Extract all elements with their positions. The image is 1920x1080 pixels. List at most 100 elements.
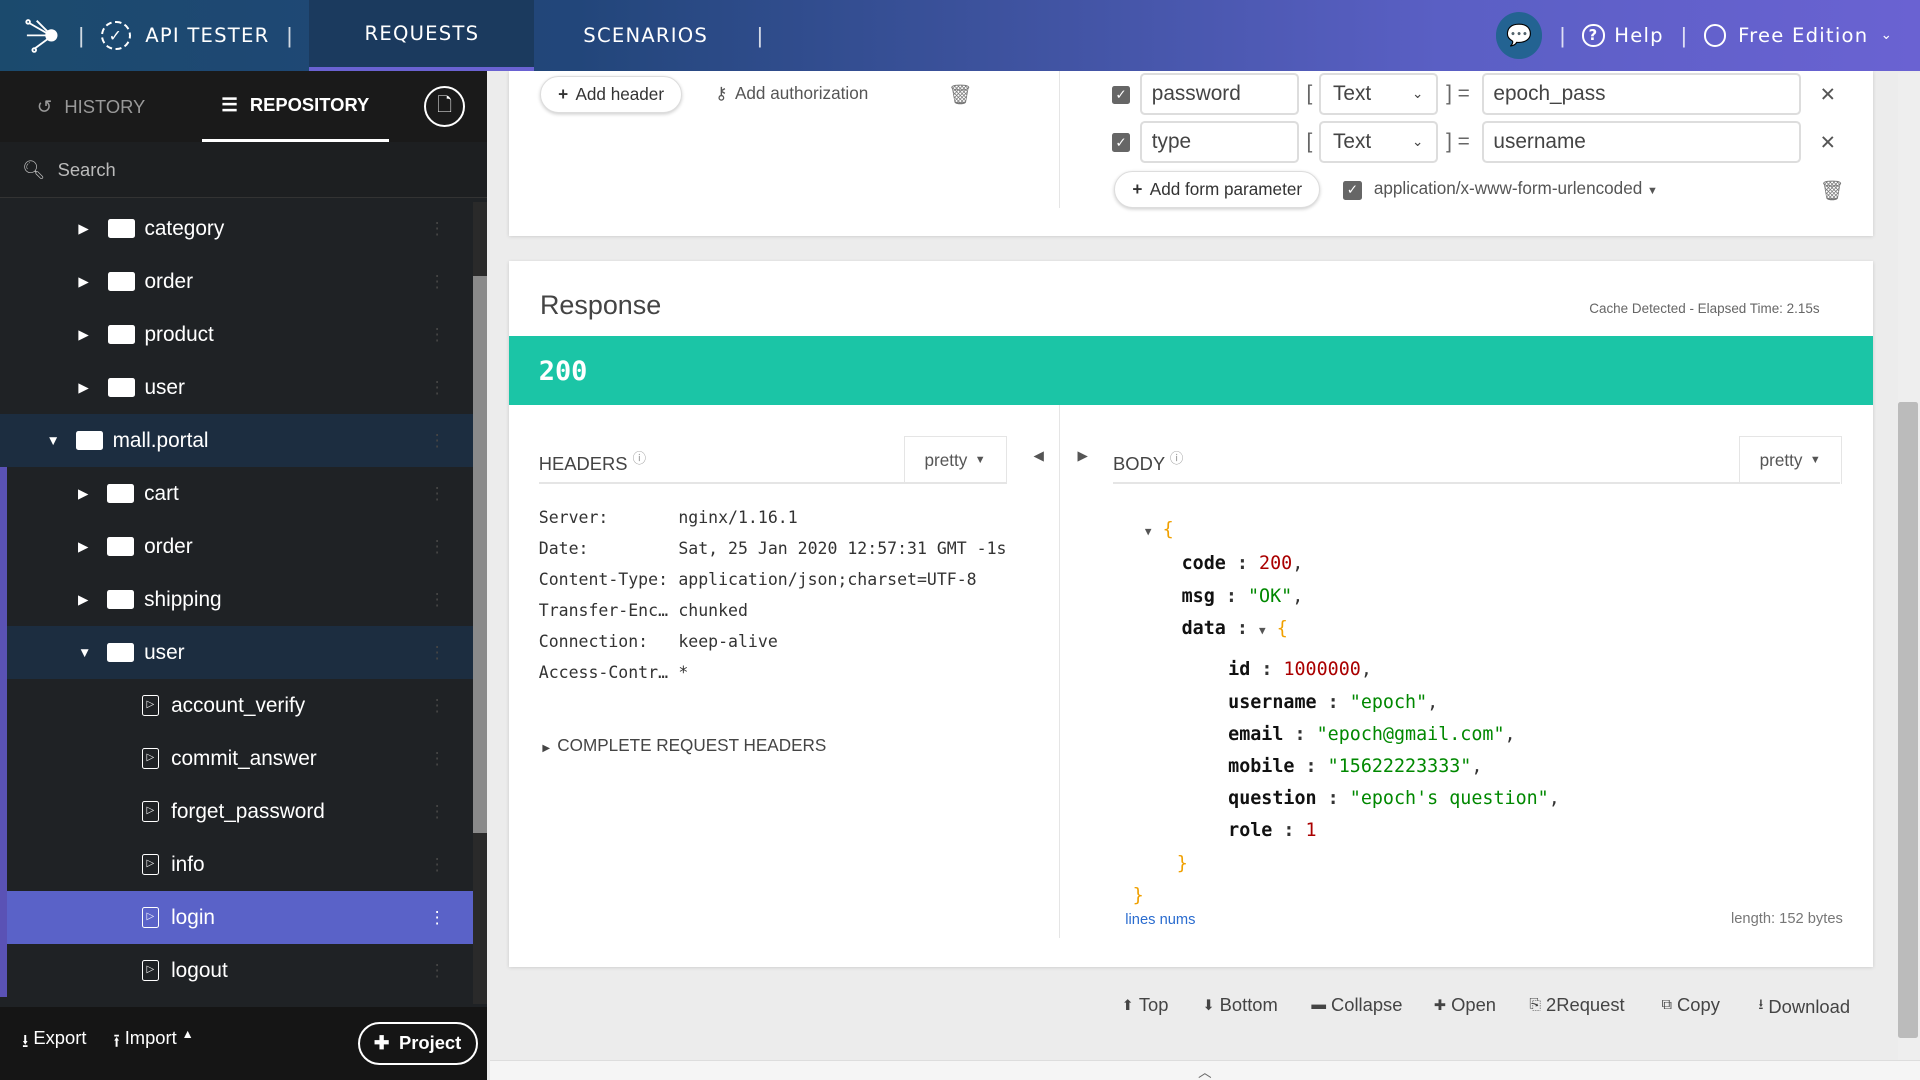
content-type-select[interactable]: application/x-www-form-urlencoded ▼ <box>1373 177 1658 198</box>
main-scrollbar[interactable] <box>1897 73 1920 1061</box>
content-type-checkbox[interactable]: ✓ <box>1343 181 1362 200</box>
add-header-button[interactable]: + Add header <box>539 75 683 113</box>
api-tester-title[interactable]: ✓ API TESTER <box>101 0 269 71</box>
collapse-caret-icon[interactable]: ▼ <box>1144 525 1152 539</box>
more-icon[interactable]: ⋮ <box>428 854 446 875</box>
file-icon: ▷ <box>141 801 159 823</box>
copy-button[interactable]: ⧉ Copy <box>1661 994 1720 1016</box>
collapse-button[interactable]: ▬ Collapse <box>1311 994 1403 1016</box>
to-request-button[interactable]: ⎘ 2Request <box>1529 994 1625 1016</box>
more-icon[interactable]: ⋮ <box>428 536 446 557</box>
import-button[interactable]: ⭱ Import ▲ <box>113 1027 193 1059</box>
download-button[interactable]: ⭳ Download <box>1758 994 1850 1019</box>
caret-right-icon[interactable]: ▶ <box>78 591 89 607</box>
param-type-select[interactable]: Text ⌄ <box>1318 121 1438 163</box>
edition-menu[interactable]: Free Edition ⌄ <box>1703 0 1893 71</box>
expand-panel-icon[interactable]: ︿ <box>489 1060 1920 1080</box>
body-format-select[interactable]: pretty ▼ <box>1738 435 1842 484</box>
tree-item[interactable]: ▶ order ⋮ <box>0 255 473 308</box>
new-file-button[interactable]: 🗋 <box>423 85 466 128</box>
tab-requests[interactable]: REQUESTS <box>309 0 535 72</box>
param-checkbox[interactable]: ✓ <box>1111 85 1131 105</box>
more-icon[interactable]: ⋮ <box>428 589 446 610</box>
plus-icon: + <box>558 83 569 104</box>
search-icon: 🔍︎ <box>22 158 46 180</box>
tree-item[interactable]: ▶ shipping ⋮ <box>0 573 473 627</box>
headers-format-select[interactable]: pretty ▼ <box>903 435 1007 484</box>
export-button[interactable]: ⭳ Export <box>22 1027 86 1059</box>
remove-param-icon[interactable]: ✕ <box>1819 84 1836 107</box>
tab-scenarios[interactable]: SCENARIOS <box>583 24 709 47</box>
help-button[interactable]: ? Help <box>1582 0 1663 71</box>
info-icon: ⓘ <box>632 450 647 466</box>
tree-item[interactable]: ▷ login ⋮ <box>0 891 473 945</box>
more-icon[interactable]: ⋮ <box>428 748 446 769</box>
caret-down-icon[interactable]: ▼ <box>78 645 92 661</box>
caret-right-icon[interactable]: ▶ <box>78 326 89 342</box>
header-row: Server: nginx/1.16.1 <box>538 508 798 528</box>
param-name-input[interactable]: password <box>1139 73 1300 116</box>
tree-item[interactable]: ▶ product ⋮ <box>0 308 473 361</box>
sidebar-scrollbar[interactable] <box>472 202 488 1005</box>
collapse-caret-icon[interactable]: ▼ <box>1259 623 1266 637</box>
chevron-down-icon: ⌄ <box>1412 86 1424 102</box>
caret-down-icon[interactable]: ▼ <box>46 433 60 449</box>
param-value-input[interactable]: epoch_pass <box>1481 73 1802 116</box>
tree-item[interactable]: ▶ cart ⋮ <box>0 467 473 521</box>
more-icon[interactable]: ⋮ <box>428 642 446 663</box>
search-input[interactable]: 🔍︎ Search <box>0 142 488 199</box>
tree-item[interactable]: ▷ commit_answer ⋮ <box>0 732 473 786</box>
add-authorization-button[interactable]: ⚷ Add authorization <box>715 83 869 104</box>
tree-item[interactable]: ▶ category ⋮ <box>0 202 473 255</box>
more-icon[interactable]: ⋮ <box>428 483 446 504</box>
tree-item[interactable]: ▶ user ⋮ <box>0 361 473 414</box>
trash-icon[interactable]: 🗑︎ <box>1819 179 1845 202</box>
tree-item[interactable]: ▷ info ⋮ <box>0 838 473 892</box>
param-name-input[interactable]: type <box>1139 121 1300 163</box>
caret-right-icon[interactable]: ▶ <box>78 273 89 289</box>
caret-right-icon[interactable]: ▶ <box>78 485 89 501</box>
tree-item[interactable]: ▶ order ⋮ <box>0 520 473 574</box>
tab-history[interactable]: ↺ HISTORY <box>36 95 146 117</box>
response-title: Response <box>539 290 662 321</box>
tree-item[interactable]: ▼ user ⋮ <box>0 626 473 680</box>
open-button[interactable]: ✚ Open <box>1433 994 1496 1016</box>
trash-icon[interactable]: 🗑︎ <box>947 84 973 107</box>
more-icon[interactable]: ⋮ <box>428 430 446 451</box>
param-type-select[interactable]: Text ⌄ <box>1318 73 1438 116</box>
line-numbers-link[interactable]: lines nums <box>1125 912 1196 929</box>
caret-up-icon: ▲ <box>181 1027 194 1042</box>
collapse-left-icon[interactable]: ◀ <box>1033 448 1044 464</box>
folder-icon <box>107 271 135 292</box>
chat-button[interactable]: 💬 <box>1495 12 1543 59</box>
caret-right-icon[interactable]: ▶ <box>78 220 89 236</box>
more-icon[interactable]: ⋮ <box>428 801 446 822</box>
tree-item-label: cart <box>144 481 179 505</box>
tree-item[interactable]: ▷ logout ⋮ <box>0 944 473 998</box>
param-value-input[interactable]: username <box>1481 121 1802 163</box>
param-checkbox[interactable]: ✓ <box>1111 133 1131 152</box>
caret-right-icon[interactable]: ▶ <box>78 538 89 554</box>
top-button[interactable]: ⬆ Top <box>1121 994 1169 1016</box>
more-icon[interactable]: ⋮ <box>428 324 446 345</box>
more-icon[interactable]: ⋮ <box>428 695 446 716</box>
expand-right-icon[interactable]: ▶ <box>1077 448 1088 464</box>
more-icon[interactable]: ⋮ <box>428 271 446 292</box>
more-icon[interactable]: ⋮ <box>428 960 446 981</box>
more-icon[interactable]: ⋮ <box>428 218 446 239</box>
tab-repository[interactable]: ☰ REPOSITORY <box>201 71 389 143</box>
tree-item[interactable]: ▷ account_verify ⋮ <box>0 679 473 733</box>
add-form-parameter-button[interactable]: + Add form parameter <box>1114 171 1321 209</box>
remove-param-icon[interactable]: ✕ <box>1819 132 1836 155</box>
tree-item[interactable]: ▼ mall.portal ⋮ <box>0 414 473 468</box>
caret-right-icon[interactable]: ▶ <box>78 379 89 395</box>
more-icon[interactable]: ⋮ <box>428 907 446 928</box>
tree-item[interactable]: ▷ forget_password ⋮ <box>0 785 473 839</box>
add-project-button[interactable]: ✚ Project <box>357 1021 478 1065</box>
tree-item-label: user <box>144 375 185 399</box>
more-icon[interactable]: ⋮ <box>428 377 446 398</box>
tree-item-label: order <box>144 269 194 293</box>
upload-icon: ⭱ <box>113 1030 120 1052</box>
complete-request-headers-toggle[interactable]: ▶ COMPLETE REQUEST HEADERS <box>542 734 827 755</box>
bottom-button[interactable]: ⬇ Bottom <box>1202 994 1278 1016</box>
